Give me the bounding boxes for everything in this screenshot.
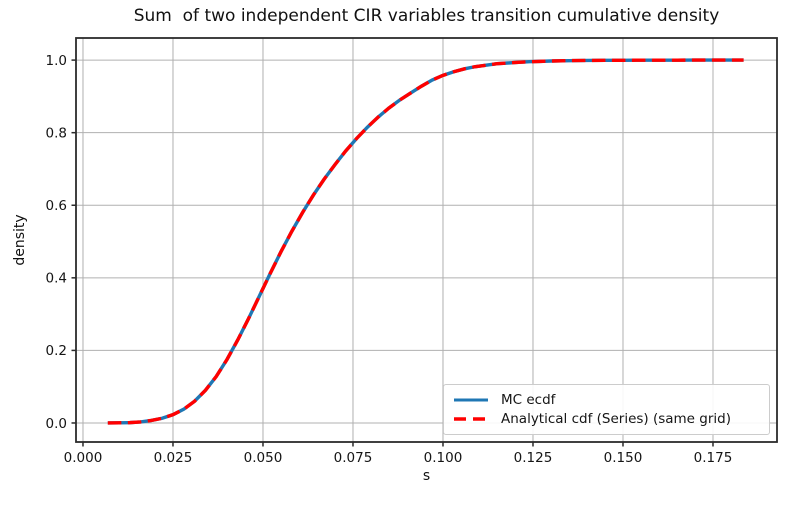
y-tick-label: 0.4 xyxy=(46,271,67,287)
legend-line-sample-dashed xyxy=(454,417,488,422)
legend-entry-analytical-cdf: Analytical cdf (Series) (same grid) xyxy=(453,411,760,427)
y-tick-label: 1.0 xyxy=(46,53,67,69)
legend: MC ecdf Analytical cdf (Series) (same gr… xyxy=(443,384,770,435)
y-tick-label: 0.0 xyxy=(46,416,67,432)
x-tick-label: 0.075 xyxy=(334,450,373,466)
x-tick-label: 0.000 xyxy=(64,450,103,466)
y-tick-label: 0.6 xyxy=(46,198,67,214)
x-tick-label: 0.175 xyxy=(694,450,733,466)
x-tick-label: 0.025 xyxy=(154,450,193,466)
x-axis-label: s xyxy=(422,468,431,484)
y-tick-label: 0.8 xyxy=(46,125,67,141)
x-tick-label: 0.125 xyxy=(514,450,553,466)
x-tick-label: 0.150 xyxy=(604,450,643,466)
legend-label: MC ecdf xyxy=(501,391,556,408)
chart-title: Sum of two independent CIR variables tra… xyxy=(133,6,720,26)
x-tick-label: 0.050 xyxy=(244,450,283,466)
legend-line-sample-solid xyxy=(454,398,488,402)
legend-label: Analytical cdf (Series) (same grid) xyxy=(501,411,731,428)
series-line-0 xyxy=(107,58,744,425)
x-tick-label: 0.100 xyxy=(424,450,463,466)
series-line-1 xyxy=(107,58,744,425)
legend-entry-mc-ecdf: MC ecdf xyxy=(453,392,760,408)
y-tick-label: 0.2 xyxy=(46,343,67,359)
axes-spines xyxy=(75,37,778,443)
